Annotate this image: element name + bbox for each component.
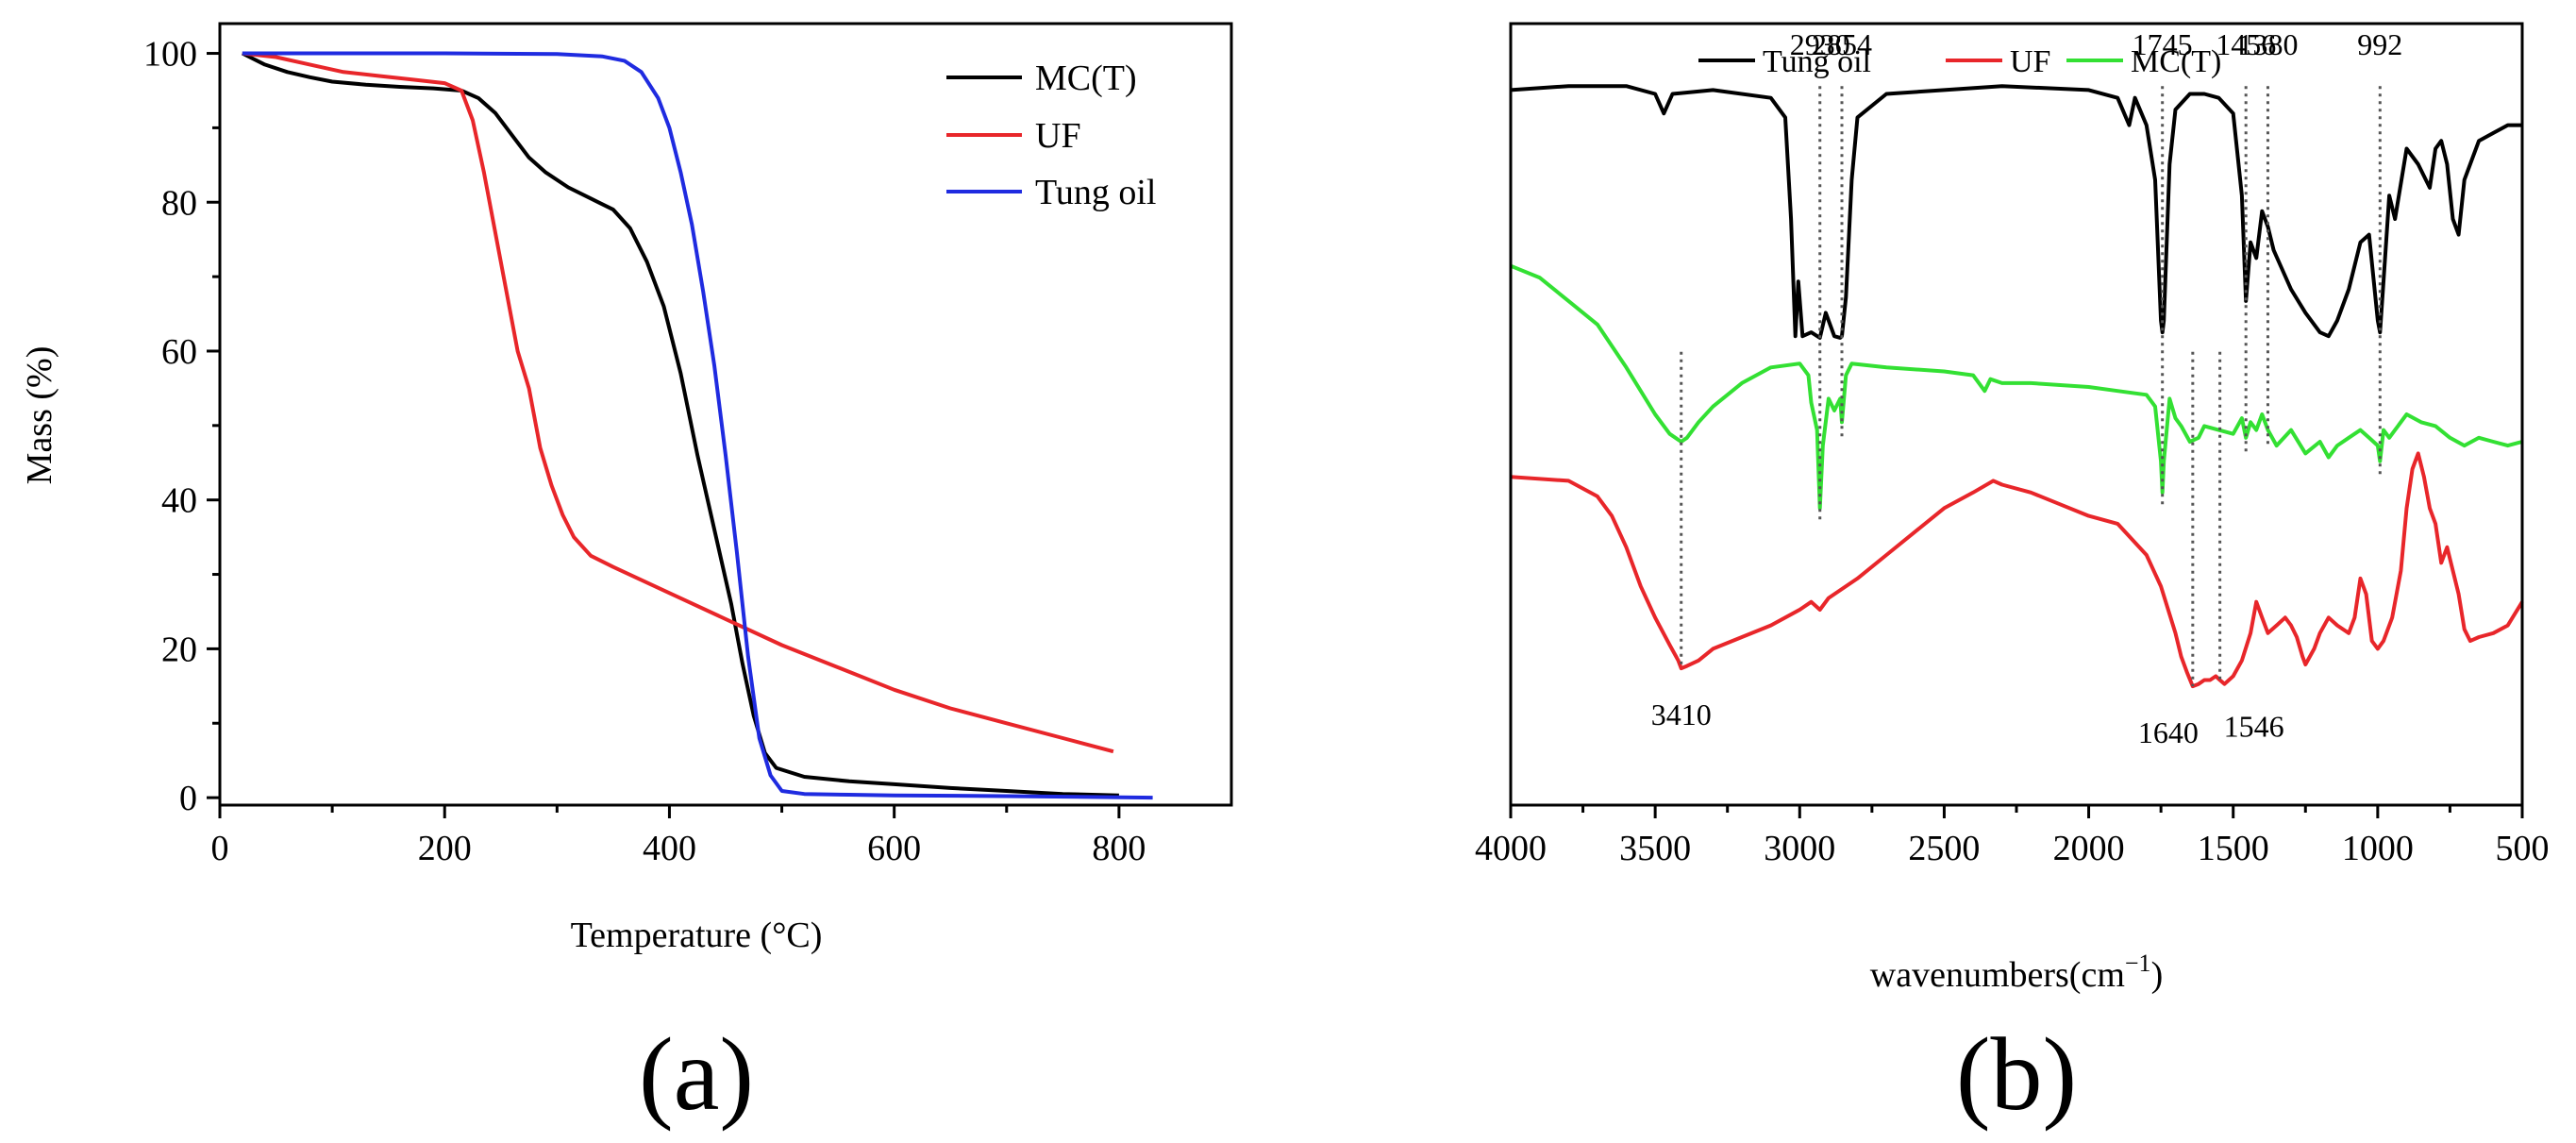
panel-a-x-tick-label: 800 bbox=[1092, 829, 1146, 868]
panel-a-legend-label-uf: UF bbox=[1035, 116, 1081, 156]
panel-b-x-tick-label: 500 bbox=[2496, 829, 2550, 868]
panel-a-y-tick-label: 80 bbox=[161, 183, 197, 223]
panel-a-series-tung-oil bbox=[242, 51, 1153, 800]
panel-b-peak-label: 3410 bbox=[1651, 698, 1712, 731]
panel-a-ticks: 0 200 400 600 800 0 20 40 60 80 100 bbox=[143, 35, 1146, 868]
panel-a-y-axis-label: Mass (%) bbox=[20, 346, 59, 485]
panel-a-series-uf bbox=[242, 51, 1114, 754]
panel-b-peak-label: 2854 bbox=[1812, 27, 1872, 61]
panel-b-peak-label: 992 bbox=[2357, 27, 2402, 61]
panel-b-legend-label-uf: UF bbox=[2010, 44, 2050, 79]
panel-b-ticks: 4000 3500 3000 2500 2000 1500 1000 500 bbox=[1475, 805, 2550, 868]
panel-a-legend: MC(T) UF Tung oil bbox=[946, 59, 1157, 212]
panel-b-x-axis-label: wavenumbers(cm−1) bbox=[1870, 950, 2163, 995]
panel-b-legend-label-mct: MC(T) bbox=[2131, 44, 2221, 79]
panel-b-series-mc-t bbox=[1510, 263, 2523, 511]
panel-b-x-axis-label-superscript: −1 bbox=[2125, 950, 2151, 977]
panel-b-legend-label-tung-oil: Tung oil bbox=[1763, 44, 1871, 79]
panel-a-label: (a) bbox=[639, 1017, 754, 1132]
panel-b-peak-label: 1456 bbox=[2216, 27, 2276, 61]
panel-b-peak-label: 2930 bbox=[1790, 27, 1850, 61]
panel-b-label: (b) bbox=[1956, 1017, 2077, 1132]
panel-a-y-tick-label: 60 bbox=[161, 332, 197, 372]
panel-b-series-group bbox=[1510, 84, 2524, 689]
panel-a-legend-label-mct: MC(T) bbox=[1035, 59, 1137, 98]
panel-a-x-tick-label: 400 bbox=[643, 829, 696, 868]
panel-b-x-tick-label: 2500 bbox=[1908, 829, 1980, 868]
panel-a-x-tick-label: 0 bbox=[211, 829, 229, 868]
panel-a-y-tick-label: 20 bbox=[161, 630, 197, 669]
panel-a-y-tick-label: 40 bbox=[161, 481, 197, 521]
panel-b-series-uf bbox=[1510, 451, 2524, 689]
panel-b-peak-label: 1745 bbox=[2133, 27, 2193, 61]
panel-b-peak-label: 1640 bbox=[2138, 715, 2199, 749]
panel-b-x-tick-label: 2000 bbox=[2053, 829, 2125, 868]
panel-a-y-tick-label: 100 bbox=[143, 35, 197, 75]
panel-a-x-axis-label: Temperature (°C) bbox=[571, 916, 823, 955]
panel-a-y-tick-label: 0 bbox=[179, 779, 197, 818]
panel-b-x-tick-label: 1000 bbox=[2342, 829, 2414, 868]
panel-b-series-tung-oil bbox=[1510, 84, 2522, 340]
panel-a-x-tick-label: 200 bbox=[418, 829, 472, 868]
panel-b-peak-label: 1380 bbox=[2237, 27, 2298, 61]
panel-b-x-axis-label-main: wavenumbers(cm bbox=[1870, 955, 2125, 995]
panel-b-x-tick-label: 3500 bbox=[1619, 829, 1691, 868]
panel-a-series-mc-t bbox=[241, 51, 1119, 798]
panel-a-series-group bbox=[241, 51, 1153, 800]
panel-b-legend: Tung oil UF MC(T) bbox=[1698, 44, 2221, 79]
panel-a-legend-label-tung-oil: Tung oil bbox=[1035, 173, 1157, 212]
panel-b-x-tick-label: 1500 bbox=[2198, 829, 2269, 868]
panel-b-x-tick-label: 4000 bbox=[1475, 829, 1547, 868]
panel-b-peak-label: 1546 bbox=[2224, 710, 2284, 744]
panel-b-x-axis-label-suffix: ) bbox=[2151, 955, 2164, 995]
panel-a-tga-chart: 0 200 400 600 800 0 20 40 60 80 100 Mass (%) Tempe… bbox=[20, 22, 1233, 1132]
panel-b-x-tick-label: 3000 bbox=[1764, 829, 1835, 868]
panel-a-x-tick-label: 600 bbox=[867, 829, 921, 868]
panel-a-plot-frame bbox=[218, 22, 1233, 807]
panel-b-plot-frame bbox=[1509, 22, 2524, 807]
